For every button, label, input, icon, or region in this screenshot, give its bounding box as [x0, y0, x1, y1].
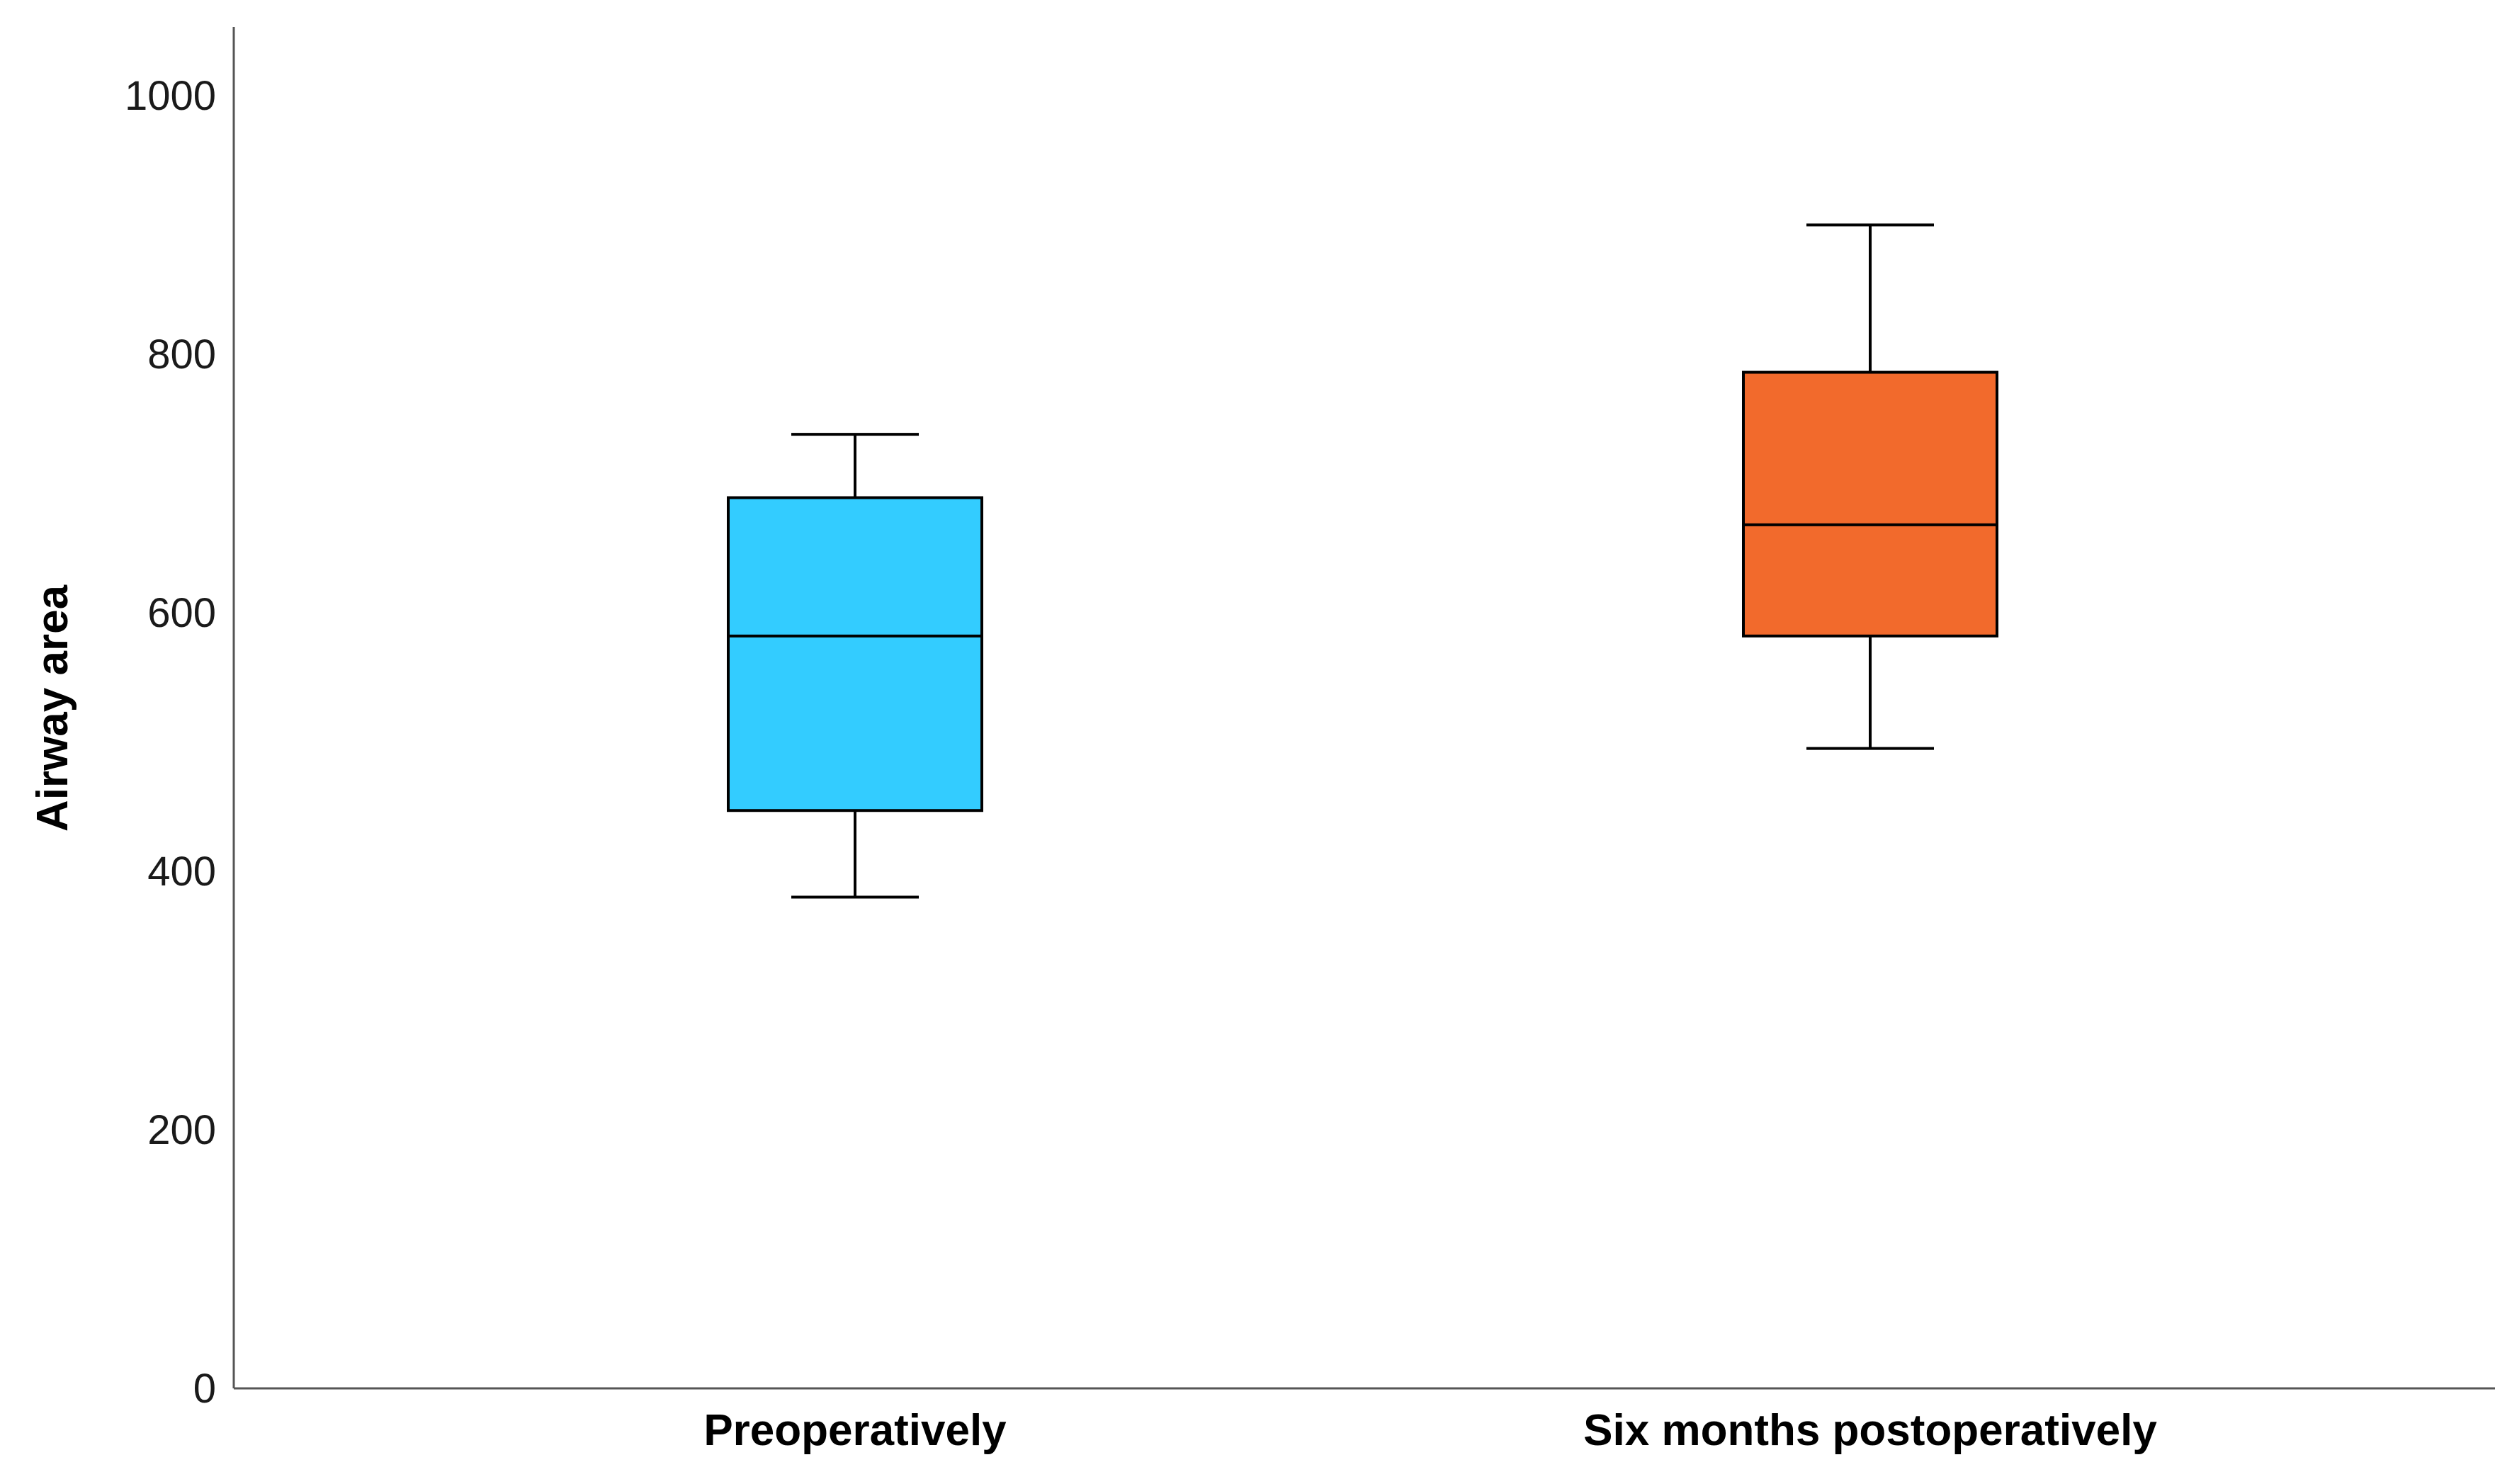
x-category-label: Preoperatively — [703, 1406, 1007, 1455]
y-tick-label: 400 — [147, 849, 216, 895]
axes — [232, 27, 2495, 1390]
box-group — [1742, 223, 1998, 750]
y-tick-label: 0 — [193, 1366, 216, 1412]
boxes — [727, 223, 1998, 899]
y-tick-label: 200 — [147, 1107, 216, 1153]
y-axis-title: Airway area — [28, 584, 77, 832]
y-tick-label: 800 — [147, 332, 216, 378]
box-group — [727, 433, 983, 899]
y-tick-label: 1000 — [125, 73, 216, 119]
y-tick-labels: 0 200 400 600 800 1000 — [125, 73, 216, 1412]
x-category-label: Six months postoperatively — [1583, 1406, 2157, 1455]
iqr-box — [1742, 370, 1998, 638]
iqr-box — [727, 496, 983, 812]
y-tick-label: 600 — [147, 590, 216, 636]
x-category-labels: Preoperatively Six months postoperatively — [703, 1406, 2157, 1455]
